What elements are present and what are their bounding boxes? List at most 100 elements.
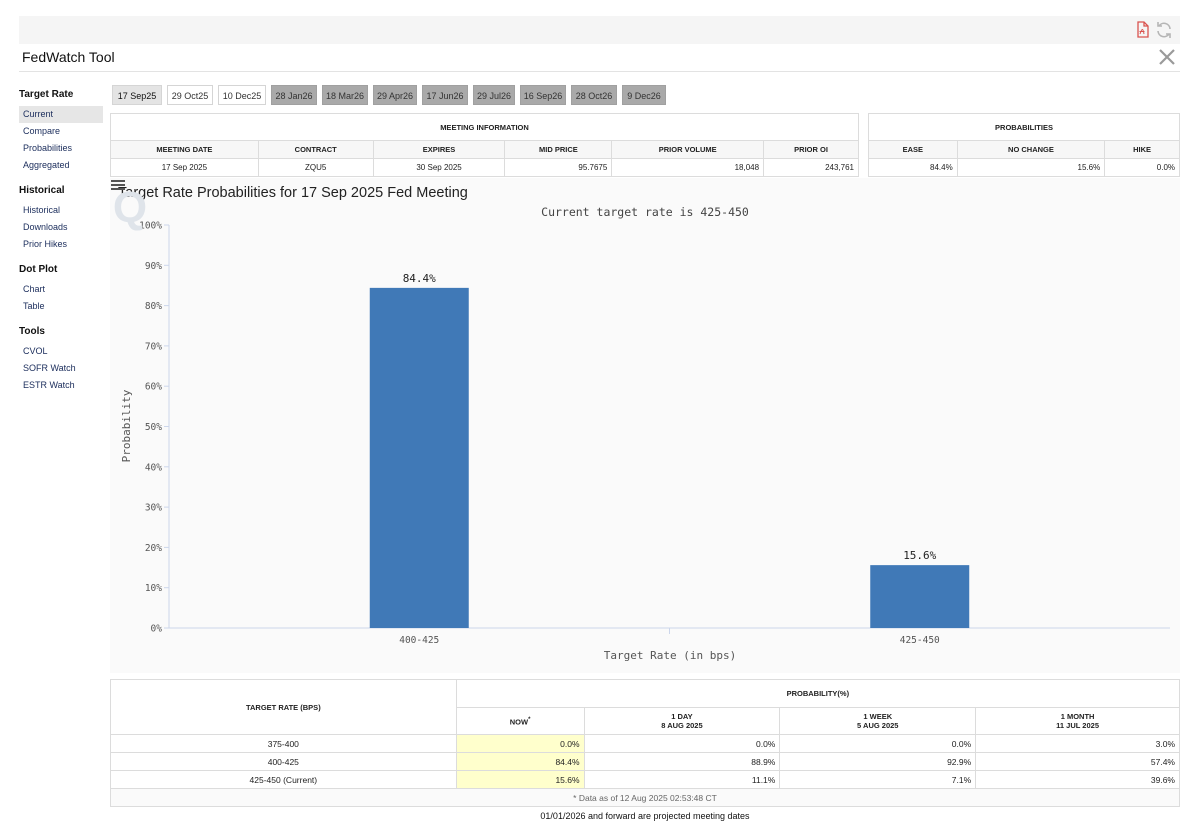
probabilities-table: PROBABILITIES EASE NO CHANGE HIKE 84.4% … — [868, 113, 1180, 177]
tab-29-oct25[interactable]: 29 Oct25 — [167, 85, 213, 105]
data-label: 15.6% — [903, 549, 936, 562]
week-cell: 0.0% — [779, 734, 977, 753]
sidebar-section-historical: Historical Historical Downloads Prior Hikes — [19, 184, 103, 253]
now-cell: 15.6% — [455, 770, 585, 789]
mid-price-value: 95.7675 — [504, 158, 613, 177]
close-icon[interactable] — [1158, 48, 1176, 66]
title-divider — [19, 71, 1180, 72]
prior-volume-value: 18,048 — [611, 158, 765, 177]
period-date: 11 JUL 2025 — [1056, 721, 1099, 730]
tab-28-oct26[interactable]: 28 Oct26 — [571, 85, 617, 105]
rate-cell: 425-450 (Current) — [110, 770, 457, 789]
period-label: 1 DAY — [671, 712, 693, 721]
tab-29-jul26[interactable]: 29 Jul26 — [473, 85, 515, 105]
sidebar-heading: Tools — [19, 326, 45, 337]
rate-probability-table: TARGET RATE (BPS) PROBABILITY(%) NOW* 1 … — [110, 679, 1181, 807]
sidebar-heading: Dot Plot — [19, 264, 58, 275]
tab-17-jun26[interactable]: 17 Jun26 — [422, 85, 468, 105]
contract-value: ZQU5 — [257, 158, 374, 177]
table-row: 400-425 84.4% 88.9% 92.9% 57.4% — [110, 752, 1180, 771]
sidebar-section-dot-plot: Dot Plot Chart Table — [19, 263, 103, 315]
sidebar-item-chart[interactable]: Chart — [23, 284, 46, 294]
col-no-change: NO CHANGE — [956, 140, 1106, 159]
sidebar-item-compare[interactable]: Compare — [23, 126, 61, 136]
sidebar-item-aggregated[interactable]: Aggregated — [23, 160, 70, 170]
rate-cell: 375-400 — [110, 734, 457, 753]
sidebar-heading: Target Rate — [19, 89, 74, 100]
col-meeting-date: MEETING DATE — [110, 140, 259, 159]
y-tick-label: 70% — [145, 341, 162, 352]
col-1-day: 1 DAY 8 AUG 2025 — [583, 707, 781, 735]
sidebar-section-target-rate: Target Rate Current Compare Probabilities Ag… — [19, 88, 103, 174]
y-tick-label: 0% — [151, 624, 163, 635]
col-contract: CONTRACT — [257, 140, 374, 159]
month-cell: 3.0% — [975, 734, 1180, 753]
x-tick-label: 400-425 — [399, 635, 439, 646]
tab-29-apr26[interactable]: 29 Apr26 — [373, 85, 417, 105]
col-now: NOW* — [455, 707, 585, 735]
projected-dates-note: 01/01/2026 and forward are projected mee… — [540, 811, 750, 821]
x-tick-label: 425-450 — [900, 635, 940, 646]
probability-group-header: PROBABILITY(%) — [455, 679, 1181, 708]
sidebar-item-probabilities[interactable]: Probabilities — [23, 143, 73, 153]
now-cell: 0.0% — [455, 734, 585, 753]
period-date: 5 AUG 2025 — [857, 721, 899, 730]
day-cell: 0.0% — [583, 734, 781, 753]
expires-value: 30 Sep 2025 — [372, 158, 506, 177]
meeting-info-title: MEETING INFORMATION — [110, 113, 859, 141]
data-footnote: * Data as of 12 Aug 2025 02:53:48 CT — [110, 788, 1180, 807]
sidebar-item-downloads[interactable]: Downloads — [23, 222, 68, 232]
data-label: 84.4% — [403, 272, 436, 285]
tab-9-dec26[interactable]: 9 Dec26 — [622, 85, 666, 105]
col-1-week: 1 WEEK 5 AUG 2025 — [779, 707, 977, 735]
week-cell: 7.1% — [779, 770, 977, 789]
now-marker: * — [528, 716, 531, 723]
sidebar-item-sofr-watch[interactable]: SOFR Watch — [23, 363, 76, 373]
refresh-icon[interactable] — [1154, 20, 1174, 40]
bar-400-425 — [369, 287, 469, 628]
chart-subtitle: Current target rate is 425-450 — [541, 205, 749, 219]
now-cell: 84.4% — [455, 752, 585, 771]
meeting-date-value: 17 Sep 2025 — [110, 158, 259, 177]
week-cell: 92.9% — [779, 752, 977, 771]
tab-18-mar26[interactable]: 18 Mar26 — [322, 85, 368, 105]
col-ease: EASE — [868, 140, 958, 159]
meeting-info-table: MEETING INFORMATION MEETING DATE CONTRAC… — [110, 113, 859, 177]
sidebar-item-table[interactable]: Table — [23, 301, 45, 311]
app-title: FedWatch Tool — [22, 49, 115, 65]
y-axis-label: Probability — [120, 389, 133, 462]
sidebar-item-estr-watch[interactable]: ESTR Watch — [23, 380, 75, 390]
x-axis-label: Target Rate (in bps) — [604, 649, 736, 662]
tab-10-dec25[interactable]: 10 Dec25 — [218, 85, 266, 105]
period-label: 1 WEEK — [863, 712, 893, 721]
no-change-value: 15.6% — [956, 158, 1106, 177]
tab-16-sep26[interactable]: 16 Sep26 — [520, 85, 566, 105]
y-tick-label: 30% — [145, 503, 162, 514]
y-tick-label: 80% — [145, 301, 162, 312]
sidebar-item-cvol[interactable]: CVOL — [23, 346, 48, 356]
sidebar-item-current[interactable]: Current — [19, 106, 103, 123]
table-row: 425-450 (Current) 15.6% 11.1% 7.1% 39.6% — [110, 770, 1180, 789]
col-mid-price: MID PRICE — [504, 140, 613, 159]
rate-cell: 400-425 — [110, 752, 457, 771]
top-toolbar — [19, 16, 1180, 44]
col-prior-volume: PRIOR VOLUME — [611, 140, 765, 159]
tab-17-sep25[interactable]: 17 Sep25 — [112, 85, 162, 105]
y-tick-label: 100% — [139, 221, 162, 232]
col-expires: EXPIRES — [372, 140, 506, 159]
sidebar-item-historical[interactable]: Historical — [23, 205, 61, 215]
day-cell: 11.1% — [583, 770, 781, 789]
chart-marks: 0% 10% 20% 30% 40% 50% 60% 70% 80% 90% 100% 84.4% 40… — [139, 221, 1170, 646]
sidebar-nav: Target Rate Current Compare Probabilities Ag… — [19, 88, 103, 404]
pdf-export-icon[interactable] — [1132, 20, 1152, 40]
chart-canvas: Target Rate Probabilities for 17 Sep 202… — [118, 185, 1170, 662]
hamburger-menu-icon[interactable] — [110, 178, 126, 192]
tab-28-jan26[interactable]: 28 Jan26 — [271, 85, 317, 105]
hike-value: 0.0% — [1104, 158, 1180, 177]
table-row: 375-400 0.0% 0.0% 0.0% 3.0% — [110, 734, 1180, 753]
now-label: NOW — [509, 717, 529, 727]
sidebar-section-tools: Tools CVOL SOFR Watch ESTR Watch — [19, 325, 103, 394]
sidebar-heading: Historical — [19, 185, 65, 196]
sidebar-item-prior-hikes[interactable]: Prior Hikes — [23, 239, 68, 249]
bar-425-450 — [870, 565, 970, 628]
